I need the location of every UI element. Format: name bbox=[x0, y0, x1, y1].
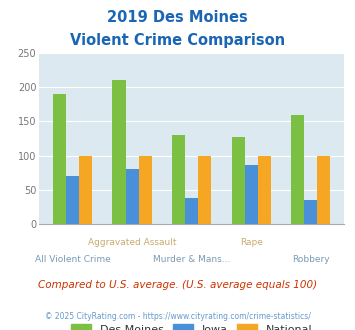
Bar bbox=[113, 80, 126, 224]
Bar bbox=[53, 94, 66, 224]
Bar bbox=[317, 156, 331, 224]
Text: 2019 Des Moines: 2019 Des Moines bbox=[107, 10, 248, 25]
Bar bbox=[291, 115, 304, 224]
Text: Violent Crime Comparison: Violent Crime Comparison bbox=[70, 33, 285, 48]
Text: Robbery: Robbery bbox=[292, 255, 330, 264]
Text: © 2025 CityRating.com - https://www.cityrating.com/crime-statistics/: © 2025 CityRating.com - https://www.city… bbox=[45, 312, 310, 321]
Bar bbox=[245, 165, 258, 224]
Bar bbox=[231, 137, 245, 224]
Text: Rape: Rape bbox=[240, 238, 263, 247]
Bar bbox=[258, 156, 271, 224]
Bar bbox=[66, 176, 79, 224]
Legend: Des Moines, Iowa, National: Des Moines, Iowa, National bbox=[67, 319, 317, 330]
Text: Compared to U.S. average. (U.S. average equals 100): Compared to U.S. average. (U.S. average … bbox=[38, 280, 317, 290]
Bar bbox=[304, 200, 317, 224]
Text: Murder & Mans...: Murder & Mans... bbox=[153, 255, 230, 264]
Bar bbox=[139, 156, 152, 224]
Bar bbox=[126, 170, 139, 224]
Bar bbox=[198, 156, 211, 224]
Bar bbox=[79, 156, 92, 224]
Bar bbox=[185, 198, 198, 224]
Bar bbox=[172, 135, 185, 224]
Text: All Violent Crime: All Violent Crime bbox=[35, 255, 110, 264]
Text: Aggravated Assault: Aggravated Assault bbox=[88, 238, 176, 247]
